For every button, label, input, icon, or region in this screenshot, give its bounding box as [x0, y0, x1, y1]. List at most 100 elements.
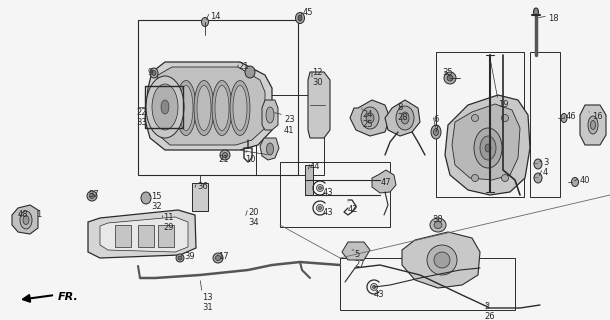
Ellipse shape: [370, 284, 378, 291]
Ellipse shape: [474, 128, 502, 168]
Text: 14: 14: [210, 12, 220, 21]
Text: 38: 38: [432, 215, 443, 224]
Ellipse shape: [215, 85, 229, 131]
Ellipse shape: [534, 159, 542, 169]
Polygon shape: [152, 67, 265, 145]
Polygon shape: [350, 100, 390, 136]
Ellipse shape: [146, 76, 184, 138]
Text: 23: 23: [284, 115, 295, 124]
Text: 42: 42: [348, 205, 359, 214]
Polygon shape: [385, 100, 420, 136]
Ellipse shape: [20, 211, 32, 229]
Text: 8: 8: [397, 103, 403, 112]
Polygon shape: [372, 170, 396, 193]
Bar: [115, 225, 131, 247]
Ellipse shape: [213, 253, 223, 263]
Ellipse shape: [444, 72, 456, 84]
Text: 32: 32: [151, 202, 162, 211]
Text: 13: 13: [202, 293, 213, 302]
Text: —: —: [533, 175, 538, 180]
Ellipse shape: [179, 85, 193, 131]
Ellipse shape: [90, 194, 95, 198]
Ellipse shape: [588, 116, 598, 134]
Bar: [530, 52, 560, 197]
Polygon shape: [12, 205, 38, 234]
Ellipse shape: [561, 114, 567, 123]
Text: 47: 47: [381, 178, 392, 187]
Bar: [280, 162, 390, 227]
Polygon shape: [100, 217, 188, 252]
Ellipse shape: [317, 204, 323, 212]
Ellipse shape: [366, 113, 374, 123]
Bar: [158, 225, 174, 247]
Ellipse shape: [230, 81, 250, 135]
Text: 25: 25: [362, 120, 373, 129]
Ellipse shape: [501, 115, 509, 122]
Bar: [340, 258, 515, 310]
Polygon shape: [342, 242, 370, 260]
Ellipse shape: [176, 81, 196, 135]
Text: 31: 31: [202, 303, 213, 312]
Text: FR.: FR.: [58, 292, 79, 302]
Ellipse shape: [152, 70, 156, 76]
Ellipse shape: [447, 75, 453, 81]
Ellipse shape: [201, 18, 209, 27]
Polygon shape: [580, 105, 606, 145]
Ellipse shape: [266, 107, 274, 123]
Text: 16: 16: [592, 112, 603, 121]
Ellipse shape: [401, 112, 409, 124]
Text: 3: 3: [543, 158, 548, 167]
Text: 15: 15: [151, 192, 162, 201]
Bar: [192, 183, 208, 211]
Ellipse shape: [267, 143, 273, 155]
Ellipse shape: [194, 81, 214, 135]
Ellipse shape: [361, 107, 379, 129]
Ellipse shape: [396, 106, 414, 130]
Bar: [256, 95, 324, 175]
Text: 26: 26: [484, 312, 495, 320]
Ellipse shape: [431, 125, 441, 139]
Text: 40: 40: [580, 176, 590, 185]
Polygon shape: [145, 62, 272, 150]
Polygon shape: [445, 95, 530, 195]
Text: 5: 5: [354, 250, 359, 259]
Ellipse shape: [141, 192, 151, 204]
Ellipse shape: [472, 174, 478, 181]
Ellipse shape: [23, 215, 29, 225]
Ellipse shape: [220, 150, 230, 160]
Ellipse shape: [176, 254, 184, 262]
Ellipse shape: [534, 173, 542, 183]
Bar: [305, 165, 313, 195]
Text: 29: 29: [163, 223, 173, 232]
Text: 6: 6: [433, 115, 439, 124]
Text: 28: 28: [397, 113, 407, 122]
Ellipse shape: [373, 285, 376, 289]
Ellipse shape: [318, 187, 321, 189]
Text: 2: 2: [484, 302, 489, 311]
Text: 1: 1: [36, 210, 41, 219]
Ellipse shape: [87, 191, 97, 201]
Text: 18: 18: [548, 14, 559, 23]
Polygon shape: [308, 72, 330, 138]
Ellipse shape: [152, 84, 178, 130]
Polygon shape: [402, 232, 480, 288]
Polygon shape: [260, 138, 279, 160]
Ellipse shape: [427, 245, 457, 275]
Ellipse shape: [472, 115, 478, 122]
Text: 21: 21: [218, 155, 229, 164]
Text: 35: 35: [442, 68, 453, 77]
Text: 17: 17: [218, 252, 229, 261]
Ellipse shape: [434, 252, 450, 268]
Ellipse shape: [434, 129, 439, 135]
Text: 37: 37: [88, 190, 99, 199]
Ellipse shape: [233, 85, 247, 131]
Ellipse shape: [434, 221, 442, 228]
Text: 34: 34: [248, 218, 259, 227]
Ellipse shape: [161, 85, 175, 131]
Ellipse shape: [590, 121, 595, 130]
Ellipse shape: [298, 15, 302, 21]
Ellipse shape: [572, 178, 578, 187]
Text: 9: 9: [148, 68, 153, 77]
Text: 27: 27: [354, 260, 365, 269]
Bar: [436, 52, 524, 197]
